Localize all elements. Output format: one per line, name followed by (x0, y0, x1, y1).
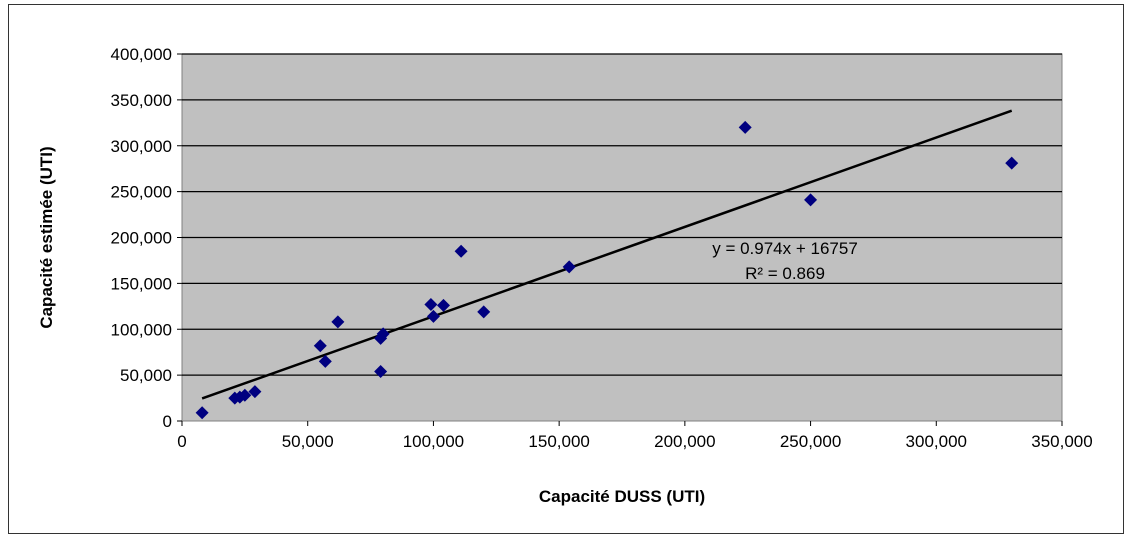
gridlines (182, 53, 1062, 376)
y-axis-title: Capacité estimée (UTI) (37, 146, 56, 328)
r-squared-label: R² = 0.869 (745, 264, 825, 283)
y-tick-label: 0 (163, 412, 172, 431)
x-tick-label: 300,000 (906, 432, 967, 451)
data-point (562, 260, 576, 274)
data-point (424, 297, 438, 311)
x-tick-label: 100,000 (403, 432, 464, 451)
x-axis-title: Capacité DUSS (UTI) (539, 487, 705, 506)
data-point (804, 193, 818, 207)
data-point (376, 327, 390, 341)
y-tick-label: 250,000 (111, 183, 172, 202)
data-point (313, 339, 327, 353)
data-point (195, 406, 209, 420)
trendline-equation: y = 0.974x + 16757 (712, 239, 858, 258)
y-tick-label: 350,000 (111, 91, 172, 110)
y-axis-ticks: 0 50,000 100,000 150,000 200,000 250,000 300,0… (111, 45, 182, 431)
data-point (454, 244, 468, 258)
y-tick-label: 50,000 (120, 366, 172, 385)
x-tick-label: 250,000 (780, 432, 841, 451)
data-point (248, 385, 262, 399)
y-tick-label: 300,000 (111, 137, 172, 156)
x-tick-label: 0 (177, 432, 186, 451)
trendline (201, 109, 1013, 400)
data-point (318, 354, 332, 368)
y-tick-label: 150,000 (111, 274, 172, 293)
data-point (738, 120, 752, 134)
data-point (477, 305, 491, 319)
y-tick-label: 200,000 (111, 229, 172, 248)
data-point (1005, 156, 1019, 170)
x-tick-label: 350,000 (1031, 432, 1092, 451)
x-axis-ticks: 0 50,000 100,000 150,000 200,000 250,000 300,0… (177, 421, 1093, 451)
y-tick-label: 100,000 (111, 320, 172, 339)
data-point (436, 298, 450, 312)
x-tick-label: 200,000 (654, 432, 715, 451)
y-tick-label: 400,000 (111, 45, 172, 64)
data-point (426, 309, 440, 323)
x-tick-label: 50,000 (282, 432, 334, 451)
data-point (238, 388, 252, 402)
x-tick-label: 150,000 (528, 432, 589, 451)
data-point (374, 364, 388, 378)
data-points (195, 120, 1019, 420)
data-point (331, 315, 345, 329)
